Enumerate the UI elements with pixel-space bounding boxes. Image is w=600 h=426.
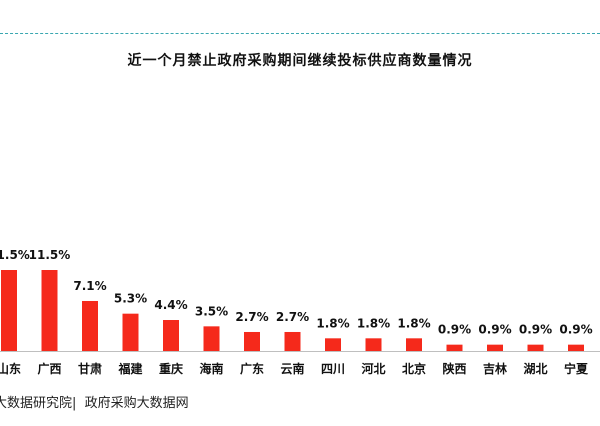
bar-8: [325, 338, 341, 351]
bar-13: [527, 344, 544, 351]
value-label-9: 1.8%: [357, 316, 390, 330]
category-label-0: 山东: [0, 361, 21, 376]
value-label-4: 4.4%: [154, 298, 187, 312]
bar-4: [163, 320, 179, 351]
category-label-11: 陕西: [442, 361, 466, 376]
category-label-7: 云南: [280, 361, 304, 376]
bar-2: [82, 300, 98, 351]
value-label-10: 1.8%: [397, 316, 430, 330]
bar-7: [284, 331, 301, 351]
category-label-4: 重庆: [159, 361, 183, 376]
category-label-2: 甘肃: [78, 361, 102, 376]
category-label-12: 吉林: [483, 361, 507, 376]
bar-3: [122, 313, 139, 351]
bar-12: [487, 344, 503, 351]
bars-group: [1, 270, 584, 351]
category-label-5: 海南: [199, 361, 223, 376]
category-label-3: 福建: [117, 361, 143, 376]
bar-9: [365, 338, 382, 351]
bar-10: [406, 338, 422, 351]
bar-0: [1, 270, 17, 351]
value-label-5: 3.5%: [195, 304, 228, 318]
value-label-14: 0.9%: [559, 323, 592, 337]
source-note: 大数据研究院| 政府采购大数据网: [0, 396, 189, 411]
value-label-8: 1.8%: [316, 316, 349, 330]
value-label-3: 5.3%: [114, 292, 147, 306]
bar-5: [203, 326, 220, 351]
value-label-7: 2.7%: [276, 310, 309, 324]
category-label-9: 河北: [360, 361, 385, 376]
category-label-1: 广西: [37, 361, 61, 376]
value-label-12: 0.9%: [478, 323, 511, 337]
category-label-14: 宁夏: [564, 361, 589, 376]
value-labels-group: 11.5%11.5% 7.1% 5.3% 4.4% 3.5% 2.7% 2.7% 1.8% 1.…: [0, 248, 593, 337]
value-label-1: 11.5%: [29, 248, 71, 262]
bar-11: [446, 344, 463, 351]
category-label-8: 四川: [321, 362, 345, 376]
category-label-6: 广东: [240, 361, 264, 376]
category-labels-group: 山东 广西 甘肃 福建 重庆 海南 广东 云南 四川 河北 北京 陕西 吉林 湖北 宁夏: [0, 361, 589, 376]
category-label-10: 北京: [402, 361, 426, 376]
category-label-13: 湖北: [523, 361, 547, 376]
bar-1: [41, 270, 58, 351]
bar-14: [568, 344, 584, 351]
value-label-0: 11.5%: [0, 248, 30, 262]
value-label-6: 2.7%: [235, 310, 268, 324]
value-label-2: 7.1%: [73, 279, 106, 293]
chart-title: 近一个月禁止政府采购期间继续投标供应商数量情况: [127, 53, 473, 69]
value-label-13: 0.9%: [519, 323, 552, 337]
bar-6: [244, 331, 260, 351]
value-label-11: 0.9%: [438, 323, 471, 337]
top-divider: [0, 33, 600, 34]
